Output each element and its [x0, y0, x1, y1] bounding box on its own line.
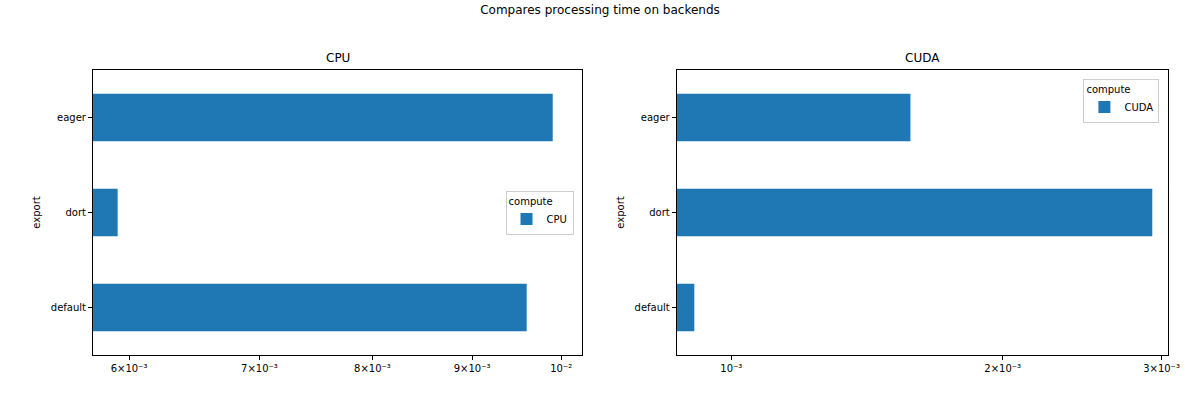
svg-text:export: export	[615, 196, 626, 228]
svg-text:Compares processing time on ba: Compares processing time on backends	[480, 3, 720, 17]
svg-text:CPU: CPU	[547, 214, 567, 225]
svg-text:3×10⁻³: 3×10⁻³	[1143, 363, 1180, 374]
svg-text:9×10⁻³: 9×10⁻³	[454, 363, 491, 374]
svg-text:8×10⁻³: 8×10⁻³	[354, 363, 391, 374]
svg-text:7×10⁻³: 7×10⁻³	[241, 363, 278, 374]
svg-text:10⁻²: 10⁻²	[550, 363, 572, 374]
svg-text:CUDA: CUDA	[1124, 102, 1153, 113]
svg-text:CPU: CPU	[326, 51, 350, 65]
svg-text:CUDA: CUDA	[905, 51, 940, 65]
svg-text:compute: compute	[1086, 84, 1130, 95]
svg-text:2×10⁻³: 2×10⁻³	[984, 363, 1021, 374]
svg-text:compute: compute	[509, 196, 553, 207]
svg-text:eager: eager	[641, 112, 671, 123]
svg-text:dort: dort	[66, 207, 87, 218]
svg-text:6×10⁻³: 6×10⁻³	[111, 363, 148, 374]
svg-text:export: export	[31, 196, 42, 228]
svg-text:10⁻³: 10⁻³	[720, 363, 742, 374]
svg-text:default: default	[635, 302, 670, 313]
svg-text:eager: eager	[57, 112, 87, 123]
svg-text:dort: dort	[649, 207, 670, 218]
svg-text:default: default	[51, 302, 86, 313]
